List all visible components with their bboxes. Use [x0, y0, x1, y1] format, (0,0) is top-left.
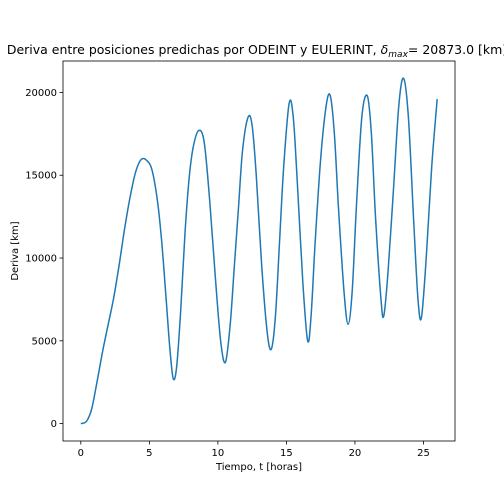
x-tick-label: 15	[280, 448, 293, 459]
series-line	[80, 77, 438, 425]
x-axis-ticks: 0 5 10 15 20 25	[78, 441, 430, 459]
y-tick-label: 15000	[25, 171, 57, 182]
y-axis-label: Deriva [km]	[10, 221, 21, 280]
y-axis-ticks: 0 5000 10000 15000 20000	[25, 88, 63, 430]
plot-frame	[62, 60, 456, 442]
chart-title: Deriva entre posiciones predichas por OD…	[7, 42, 504, 60]
x-axis-label: Tiempo, t [horas]	[215, 462, 302, 473]
x-tick-label: 10	[212, 448, 225, 459]
x-tick-label: 25	[417, 448, 430, 459]
chart-title-subscript: max	[388, 50, 408, 60]
y-tick-label: 20000	[25, 88, 57, 99]
x-tick-label: 0	[78, 448, 84, 459]
chart-title-prefix: Deriva entre posiciones predichas por OD…	[7, 42, 381, 57]
x-tick-label: 5	[146, 448, 152, 459]
x-tick-label: 20	[349, 448, 362, 459]
y-tick-label: 0	[51, 419, 57, 430]
y-tick-label: 5000	[32, 336, 57, 347]
chart-title-suffix: = 20873.0 [km]	[408, 42, 504, 57]
y-tick-label: 10000	[25, 254, 57, 265]
chart-title-symbol: δ	[381, 42, 389, 57]
